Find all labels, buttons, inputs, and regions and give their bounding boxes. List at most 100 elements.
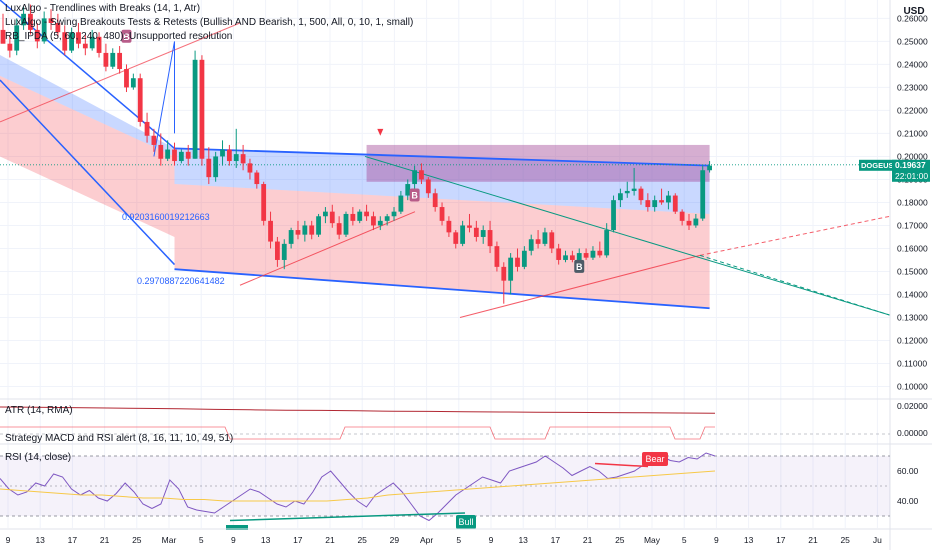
bull-marker-bottom — [226, 525, 248, 530]
candle-body — [329, 211, 335, 224]
candle-body — [254, 172, 260, 185]
break-tag-1-bg — [121, 29, 132, 43]
time-tick-label: 13 — [518, 535, 528, 545]
time-tick-label: May — [644, 535, 661, 545]
bull-tag-bg — [456, 515, 476, 529]
countdown-label: 22:01:00 — [895, 171, 928, 181]
candle-body — [213, 156, 219, 178]
price-tick-label: 0.26000 — [897, 13, 928, 23]
candle-body — [55, 23, 61, 33]
candle-body — [82, 43, 88, 49]
symbol-badge-bg — [859, 159, 897, 171]
break-tag-1: B — [123, 32, 130, 42]
indicator-label-trendlines[interactable]: LuxAlgo - Trendlines with Breaks (14, 1,… — [5, 3, 201, 14]
candle-body — [412, 170, 417, 185]
time-tick-label: 17 — [68, 535, 78, 545]
candle-body — [220, 149, 225, 157]
candle-body — [302, 225, 308, 235]
candle-body — [336, 223, 342, 235]
left-channel-upper-zone — [0, 55, 175, 157]
time-tick-label: 13 — [744, 535, 754, 545]
rsi-pane-label[interactable]: RSI (14, close) — [5, 452, 72, 463]
currency-label[interactable]: USD — [903, 6, 925, 17]
candle-body — [28, 13, 33, 30]
candle-body — [371, 216, 376, 226]
channel-lower-zone — [174, 184, 710, 309]
time-tick-label: 13 — [261, 535, 271, 545]
candle-body — [659, 200, 664, 203]
candle-body — [686, 220, 692, 226]
candle-body — [432, 193, 438, 208]
time-tick-label: 25 — [357, 535, 367, 545]
candle-body — [638, 188, 644, 201]
candle-body — [679, 211, 685, 221]
atr-pane-label[interactable]: ATR (14, RMA) — [5, 405, 73, 416]
price-tick-label: 0.15000 — [897, 266, 928, 276]
breakout-spike — [153, 41, 175, 157]
bear-arrow — [377, 128, 384, 136]
candle-body — [391, 211, 397, 217]
candle-body — [69, 32, 74, 51]
time-tick-label: 5 — [456, 535, 461, 545]
candle-body — [569, 255, 575, 260]
price-tick-label: 0.25000 — [897, 36, 928, 46]
time-tick-label: 25 — [615, 535, 625, 545]
candle-body — [309, 225, 315, 235]
candle-body — [460, 225, 466, 244]
symbol-badge: DOGEUSD — [861, 161, 900, 170]
candle-body — [549, 232, 555, 249]
candle-body — [590, 250, 596, 258]
time-tick-label: 9 — [6, 535, 11, 545]
rsi-line — [0, 452, 716, 522]
atr-line — [0, 406, 716, 414]
candle-body — [515, 257, 520, 267]
candle-body — [487, 230, 493, 247]
candle-body — [103, 52, 109, 67]
candle-body — [233, 154, 239, 162]
price-tick-label: 0.14000 — [897, 289, 928, 299]
candle-body — [165, 149, 171, 159]
candle-body — [652, 200, 658, 208]
trendline-red-3 — [459, 254, 701, 318]
candle-body — [117, 52, 123, 70]
rsi-tick-label: 60.00 — [897, 466, 919, 476]
time-tick-label: 13 — [35, 535, 45, 545]
price-tick-label: 0.23000 — [897, 82, 928, 92]
candle-body — [124, 69, 129, 88]
candle-body — [666, 195, 671, 203]
candle-body — [542, 232, 548, 244]
candle-body — [199, 59, 205, 159]
candle-body — [172, 149, 177, 162]
break-tag-2-bg — [409, 188, 420, 202]
price-tick-label: 0.20000 — [897, 151, 928, 161]
bear-tag-bg — [642, 452, 668, 466]
candle-body — [618, 193, 623, 201]
candle-body — [34, 29, 40, 42]
bear-tag: Bear — [645, 454, 664, 464]
strategy-pane-label[interactable]: Strategy MACD and RSI alert (8, 16, 11, … — [5, 433, 234, 444]
time-tick-label: 21 — [583, 535, 593, 545]
indicator-label-swing-breakouts[interactable]: LuxAlgo - Swing Breakouts Tests & Retest… — [5, 17, 414, 28]
candle-body — [316, 216, 321, 235]
level-label-1: 0.9203160019212663 — [122, 212, 210, 222]
atr-tick-label: 0.00000 — [897, 428, 928, 438]
candle-body — [343, 213, 349, 235]
candle-body — [563, 255, 568, 260]
indicator-label-ipda[interactable]: RB_IPDA (5, 60, 240, 480): Unsupported r… — [5, 31, 233, 42]
time-tick-label: 21 — [808, 535, 818, 545]
candle-body — [137, 78, 143, 122]
candle-body — [158, 144, 164, 159]
time-tick-label: Apr — [420, 535, 433, 545]
time-tick-label: 9 — [714, 535, 719, 545]
price-tick-label: 0.17000 — [897, 220, 928, 230]
candle-body — [130, 78, 136, 88]
bull-divergence-line — [229, 512, 466, 522]
trendline-red-2 — [239, 211, 416, 286]
channel-upper-zone — [174, 148, 710, 214]
price-badge-bg — [892, 159, 930, 182]
candle-body — [185, 151, 191, 159]
candle-body — [96, 36, 102, 53]
